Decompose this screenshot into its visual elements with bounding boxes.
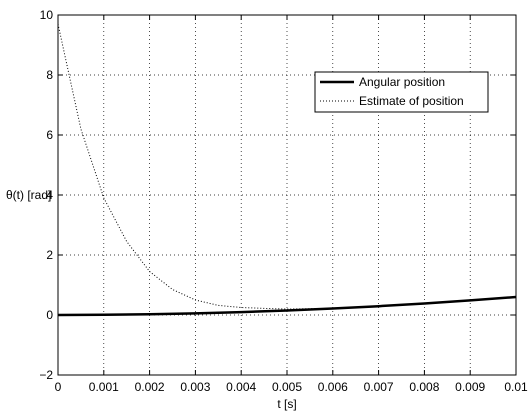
- legend-label-estimate-of-position: Estimate of position: [359, 94, 464, 108]
- y-tick-label: 10: [40, 8, 54, 22]
- y-tick-label: 6: [46, 128, 53, 142]
- y-tick-label: −2: [39, 368, 53, 382]
- x-tick-label: 0.008: [409, 380, 439, 394]
- tick-labels: 0 0.001 0.002 0.003 0.004 0.005 0.006 0.007 0.00…: [39, 8, 528, 394]
- y-tick-label: 2: [46, 248, 53, 262]
- y-axis-label: θ(t) [rad]: [6, 188, 51, 202]
- grid-lines: [58, 15, 516, 375]
- y-tick-label: 0: [46, 308, 53, 322]
- series-line-angular-position: [57, 295, 517, 317]
- x-tick-label: 0.002: [135, 380, 165, 394]
- x-tick-label: 0.005: [272, 380, 302, 394]
- x-tick-label: 0: [55, 380, 62, 394]
- series-line-estimate-of-position: [57, 23, 333, 310]
- x-tick-label: 0.003: [180, 380, 210, 394]
- legend-box: [314, 71, 489, 113]
- x-tick-label: 0.01: [504, 380, 528, 394]
- y-tick-label: 4: [46, 188, 53, 202]
- x-tick-label: 0.009: [455, 380, 485, 394]
- x-axis-label: t [s]: [277, 397, 296, 411]
- y-tick-label: 8: [46, 68, 53, 82]
- x-tick-label: 0.007: [364, 380, 394, 394]
- legend-label-angular-position: Angular position: [359, 75, 445, 89]
- legend: Angular position Estimate of position: [314, 71, 489, 113]
- series-lines: [57, 23, 517, 317]
- x-tick-label: 0.006: [318, 380, 348, 394]
- x-tick-label: 0.001: [89, 380, 119, 394]
- x-tick-label: 0.004: [226, 380, 256, 394]
